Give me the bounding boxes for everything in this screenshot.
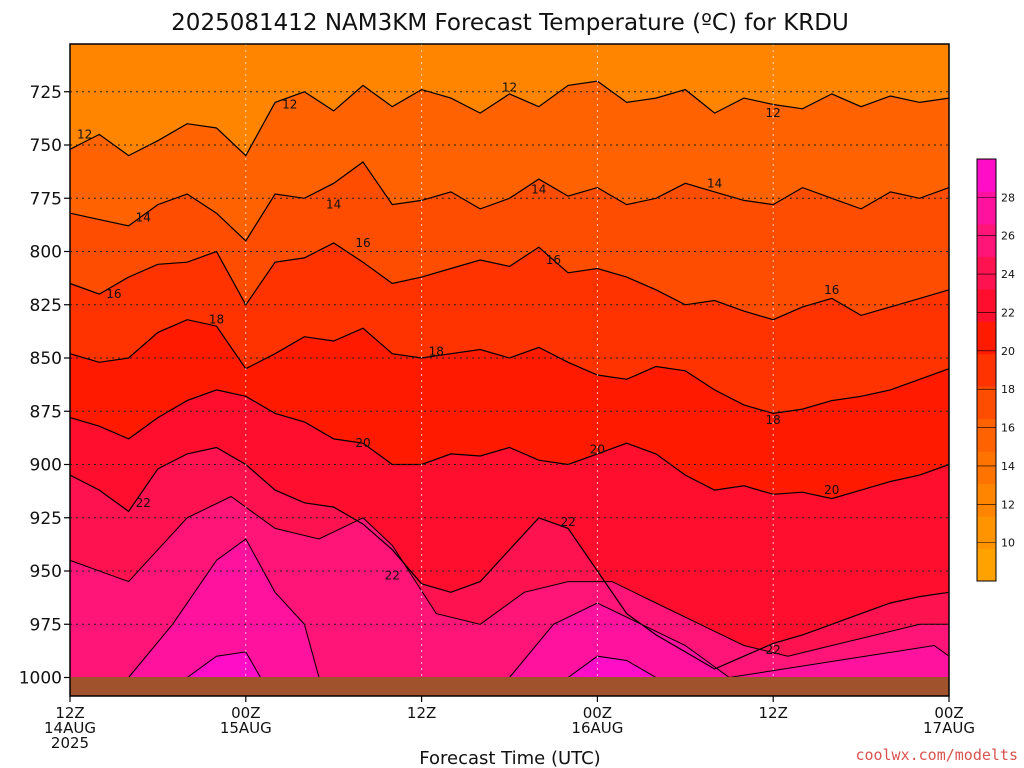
chart-title: 2025081412 NAM3KM Forecast Temperature (… [171, 10, 849, 36]
isotherm-label-11: 16 [824, 283, 839, 297]
x-tick-label-12-2: 15AUG [220, 719, 272, 737]
y-tick-label-875: 875 [30, 402, 62, 422]
ground-surface-band [70, 677, 949, 696]
isotherm-22 [69, 446, 950, 670]
isotherm-16 [69, 242, 950, 321]
isotherm-label-21: 22 [766, 643, 781, 657]
x-tick-label-0-2: 14AUG [44, 719, 96, 737]
isotherm-label-8: 16 [106, 287, 121, 301]
isotherm-label-10: 16 [546, 253, 561, 267]
isotherm-labels: 12 12 12 12 14 14 14 14 16 16 16 16 18 18 18 20 20 20 22 22… [77, 80, 839, 656]
x-tick-label-36-1: 00Z [583, 704, 612, 722]
colorbar-segment-11 [977, 191, 996, 225]
y-tick-label-925: 925 [30, 509, 62, 529]
credit-link[interactable]: coolwx.com/modelts [855, 746, 1018, 764]
colorbar-segment-7 [977, 321, 996, 355]
colorbar-segment-5 [977, 386, 996, 420]
isotherm-label-20: 22 [560, 515, 575, 529]
colorbar-label-22: 22 [1001, 306, 1015, 319]
colorbar-segment-4 [977, 418, 996, 452]
colorbar-frame [976, 158, 997, 582]
isotherm-label-4: 14 [136, 210, 151, 224]
colorbar-label-28: 28 [1001, 191, 1015, 204]
x-tick-label-60-2: 17AUG [923, 719, 975, 737]
x-tick-label-36-2: 16AUG [571, 719, 623, 737]
isotherm-label-15: 20 [355, 436, 370, 450]
y-tick-label-800: 800 [30, 243, 62, 263]
x-tick-label-48-1: 12Z [759, 704, 788, 722]
colorbar-segment-8 [977, 288, 996, 322]
x-tick-label-60-1: 00Z [934, 704, 963, 722]
isotherm-label-14: 18 [766, 413, 781, 427]
colorbar-label-16: 16 [1001, 422, 1015, 435]
x-tick-label-24-1: 12Z [407, 704, 436, 722]
y-tick-label-750: 750 [30, 136, 62, 156]
colorbar-segment-6 [977, 353, 996, 387]
isotherm-label-13: 18 [429, 345, 444, 359]
y-tick-label-825: 825 [30, 296, 62, 316]
isotherm-label-17: 20 [824, 483, 839, 497]
isotherm-label-1: 12 [282, 98, 297, 112]
colorbar-label-18: 18 [1001, 383, 1015, 396]
pressure-axis: 725 750 775 800 825 850 875 900 925 950 975 1000 [19, 83, 70, 689]
isotherm-label-6: 14 [531, 183, 546, 197]
colorbar-label-10: 10 [1001, 537, 1015, 550]
colorbar-label-24: 24 [1001, 268, 1015, 281]
x-tick-label-12-1: 00Z [231, 704, 260, 722]
colorbar-segment-12 [977, 159, 996, 192]
colorbar-segment-9 [977, 256, 996, 290]
y-tick-label-1000: 1000 [19, 669, 62, 689]
colorbar-segment-10 [977, 223, 996, 257]
isotherm-20 [69, 389, 950, 500]
temperature-colorbar: 10 12 14 16 18 20 22 24 26 28 [976, 158, 1015, 582]
colorbar-label-12: 12 [1001, 498, 1015, 511]
colorbar-segment-0 [977, 548, 996, 582]
x-tick-label-0-3: 2025 [51, 734, 89, 752]
y-tick-label-900: 900 [30, 456, 62, 476]
colorbar-label-26: 26 [1001, 230, 1015, 243]
plot-frame [69, 43, 950, 697]
isotherm-label-19: 22 [385, 568, 400, 582]
y-tick-label-850: 850 [30, 349, 62, 369]
y-tick-label-975: 975 [30, 615, 62, 635]
colorbar-segment-1 [977, 516, 996, 550]
isotherm-label-9: 16 [355, 236, 370, 250]
y-tick-label-725: 725 [30, 83, 62, 103]
colorbar-label-14: 14 [1001, 460, 1015, 473]
colorbar-segment-3 [977, 451, 996, 485]
isotherm-label-7: 14 [707, 176, 722, 190]
colorbar-segment-2 [977, 483, 996, 517]
x-tick-label-0-1: 12Z [55, 704, 84, 722]
isotherm-label-12: 18 [209, 313, 224, 327]
isotherm-label-2: 12 [502, 80, 517, 94]
isotherm-label-0: 12 [77, 127, 92, 141]
isotherm-label-3: 12 [766, 106, 781, 120]
y-tick-label-775: 775 [30, 189, 62, 209]
colorbar-label-20: 20 [1001, 345, 1015, 358]
isotherm-label-16: 20 [590, 443, 605, 457]
isotherm-12 [69, 80, 950, 157]
x-axis-label: Forecast Time (UTC) [419, 748, 600, 768]
y-tick-label-950: 950 [30, 562, 62, 582]
isotherm-label-5: 14 [326, 198, 341, 212]
isotherm-label-18: 22 [136, 496, 151, 510]
temperature-fill-layer [69, 44, 950, 697]
